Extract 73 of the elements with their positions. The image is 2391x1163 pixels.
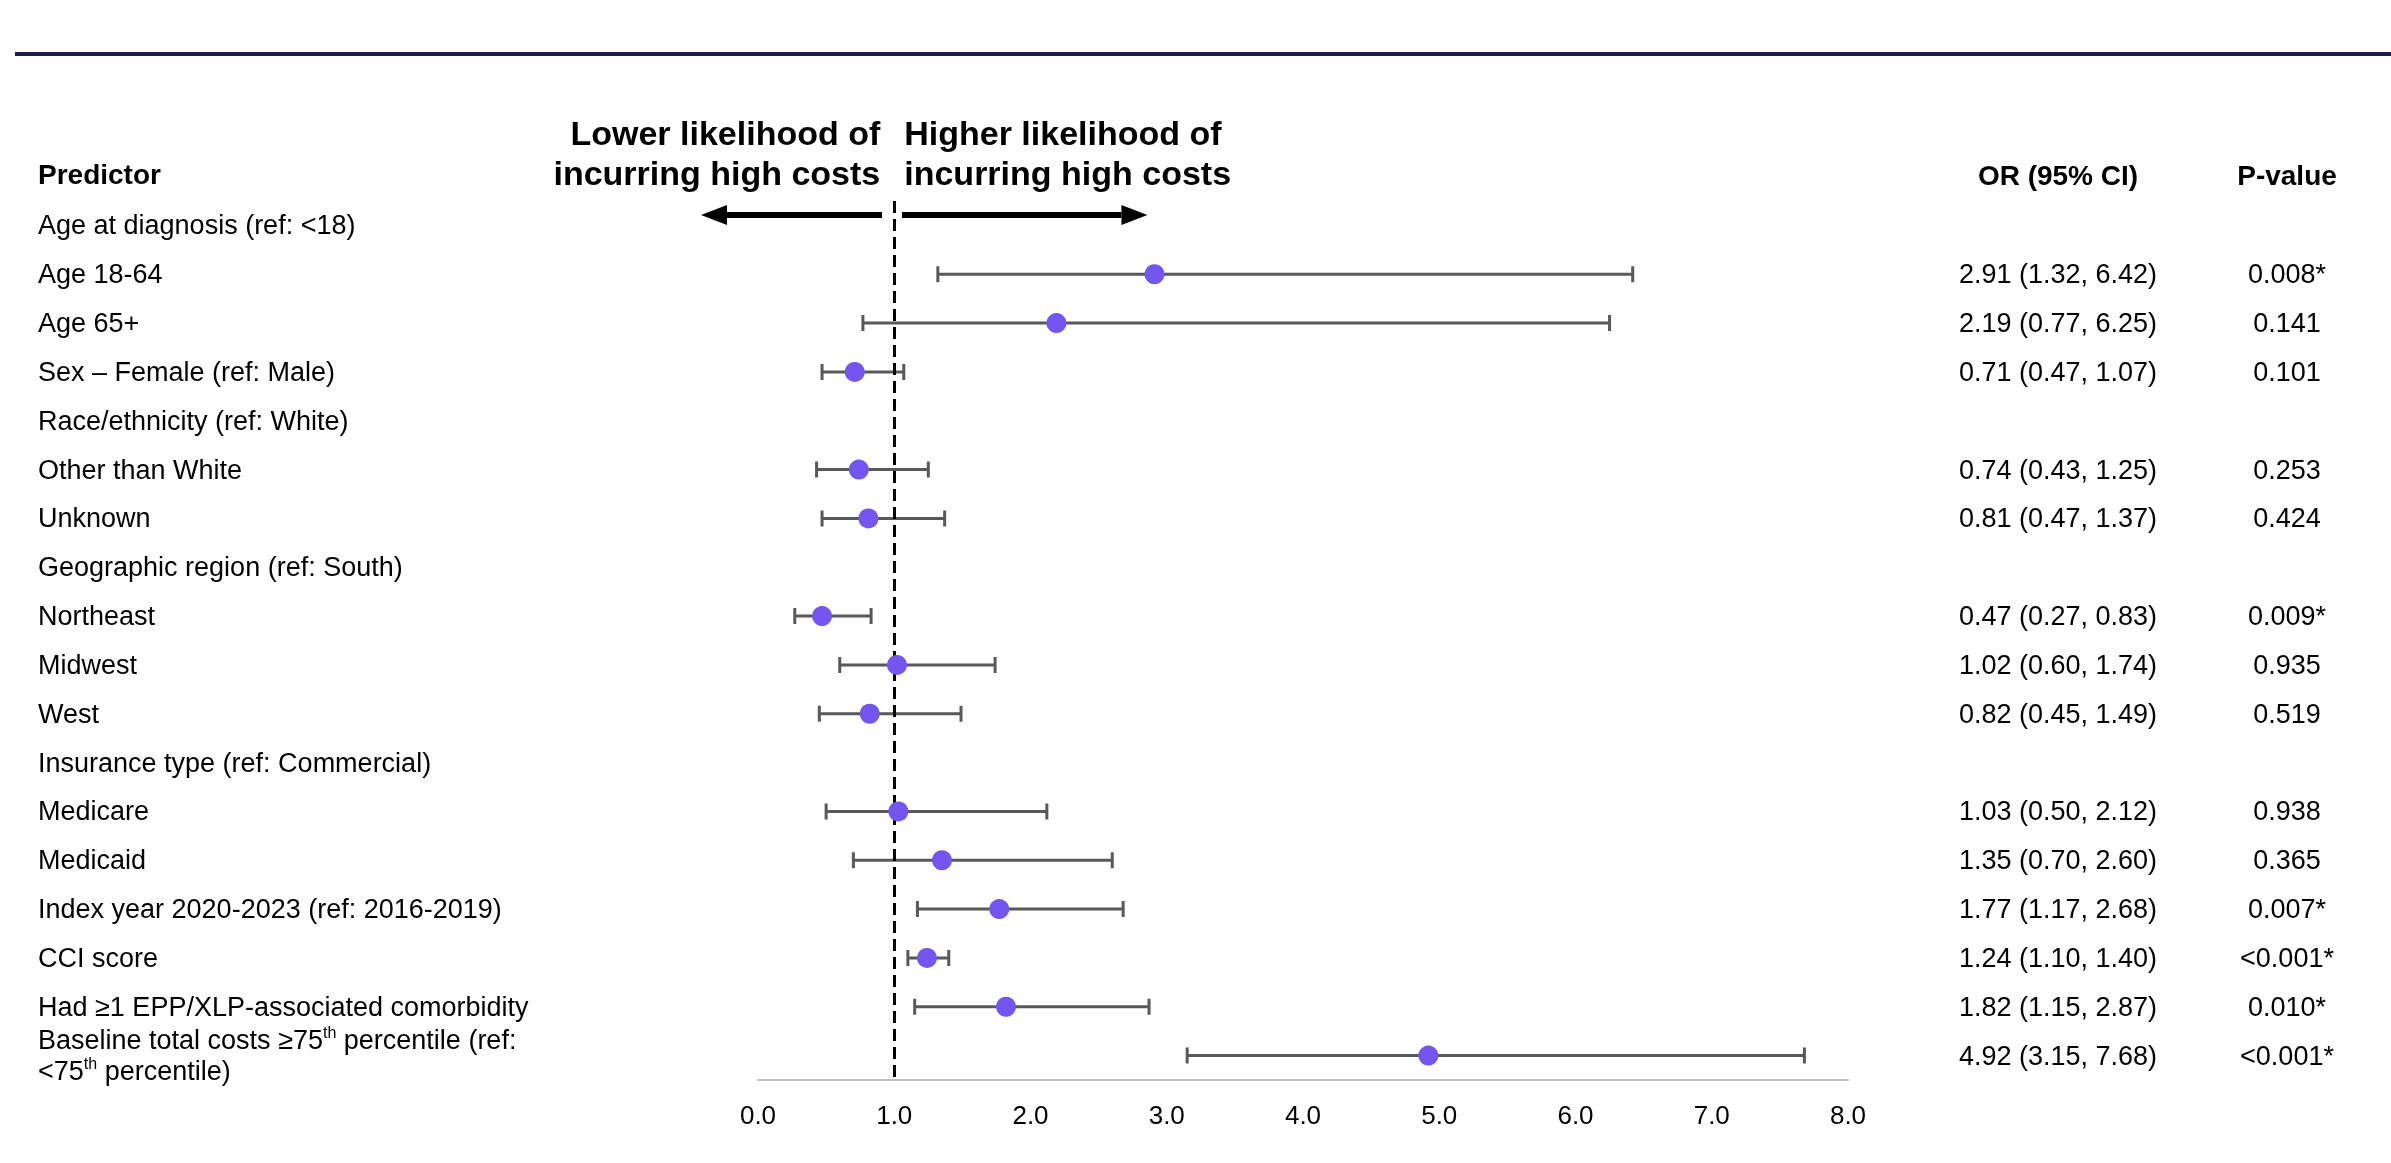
y-tick-label: Age at diagnosis (ref: <18) <box>38 210 356 241</box>
text: <0.001* <box>2240 1040 2335 1071</box>
point <box>888 801 909 822</box>
x-tick-label: 6.0 <box>1557 1100 1594 1130</box>
data-label: 2.19 (0.77, 6.25) <box>1958 308 2158 339</box>
y-tick-label: Insurance type (ref: Commercial) <box>38 747 432 778</box>
x-tick-label: 0.0 <box>739 1100 777 1130</box>
y-tick-label: West <box>38 698 100 729</box>
y-tick-label: Northeast <box>38 601 156 632</box>
y-axis-title: Predictor <box>38 158 162 190</box>
data-label: 1.03 (0.50, 2.12) <box>1958 796 2158 827</box>
y-tick-label: Age 65+ <box>38 308 140 339</box>
x-tick-label: 5.0 <box>1421 1100 1458 1130</box>
data-label: 0.71 (0.47, 1.07) <box>1958 356 2158 387</box>
text: P-value <box>2237 159 2337 191</box>
data-label: 1.35 (0.70, 2.60) <box>1958 845 2158 876</box>
text: 0.935 <box>2253 649 2321 680</box>
point <box>1144 264 1165 285</box>
point <box>848 459 869 480</box>
text: <0.001* <box>2240 942 2335 973</box>
point <box>1046 313 1067 334</box>
point <box>1418 1045 1439 1066</box>
data-label: 1.24 (1.10, 1.40) <box>1958 942 2158 973</box>
text: 0.365 <box>2253 845 2321 876</box>
point <box>996 996 1016 1017</box>
text: 0.253 <box>2253 454 2321 485</box>
text: 0.010* <box>2247 991 2327 1022</box>
text: 0.009* <box>2247 601 2327 632</box>
y-tick-label: Index year 2020-2023 (ref: 2016-2019) <box>38 894 502 925</box>
text: 0.938 <box>2253 796 2321 827</box>
point <box>844 361 865 382</box>
point <box>812 606 833 627</box>
text: OR (95% CI) <box>1977 159 2139 191</box>
y-tick-label: Age 18-64 <box>38 259 163 290</box>
y-tick-label: Sex – Female (ref: Male) <box>38 356 336 387</box>
text: Lower likelihood of incurring high costs <box>553 114 881 193</box>
point <box>989 899 1010 920</box>
text: 0.007* <box>2247 894 2327 925</box>
text: 0.008* <box>2247 259 2327 290</box>
data-label: 0.82 (0.45, 1.49) <box>1958 698 2158 729</box>
data-label: 4.92 (3.15, 7.68) <box>1958 1040 2158 1071</box>
point <box>916 947 937 968</box>
y-tick-label: Other than White <box>38 454 243 485</box>
data-label: 1.82 (1.15, 2.87) <box>1958 991 2158 1022</box>
text: 0.519 <box>2253 698 2321 729</box>
y-tick-label: Medicaid <box>38 845 147 876</box>
point <box>858 508 879 529</box>
x-tick-label: 7.0 <box>1693 1100 1730 1130</box>
data-label: 1.77 (1.17, 2.68) <box>1958 894 2158 925</box>
text: 0.101 <box>2253 356 2321 387</box>
data-label: 0.47 (0.27, 0.83) <box>1958 601 2158 632</box>
text: 0.424 <box>2253 503 2321 534</box>
data-label: 0.74 (0.43, 1.25) <box>1958 454 2158 485</box>
data-label: 0.81 (0.47, 1.37) <box>1958 503 2158 534</box>
x-tick-label: 4.0 <box>1284 1100 1322 1130</box>
y-tick-label: Geographic region (ref: South) <box>38 552 403 583</box>
data-label: 1.02 (0.60, 1.74) <box>1958 649 2158 680</box>
x-tick-label: 8.0 <box>1829 1100 1867 1130</box>
x-tick-label: 3.0 <box>1148 1100 1185 1130</box>
point <box>859 703 880 724</box>
text: 0.141 <box>2253 308 2321 339</box>
y-tick-label: CCI score <box>38 942 159 973</box>
x-tick-label: 2.0 <box>1012 1100 1049 1130</box>
y-tick-label: Medicare <box>38 796 150 827</box>
point <box>887 654 907 675</box>
point <box>931 850 952 871</box>
y-tick-label: Midwest <box>38 649 138 680</box>
y-tick-label: Race/ethnicity (ref: White) <box>38 405 349 436</box>
text: Higher likelihood of incurring high costs <box>904 114 1232 193</box>
data-label: 2.91 (1.32, 6.42) <box>1958 259 2158 290</box>
y-tick-label: Unknown <box>38 503 151 534</box>
x-tick-label: 1.0 <box>876 1100 913 1130</box>
y-tick-label: Had ≥1 EPP/XLP-associated comorbidity <box>38 991 530 1022</box>
